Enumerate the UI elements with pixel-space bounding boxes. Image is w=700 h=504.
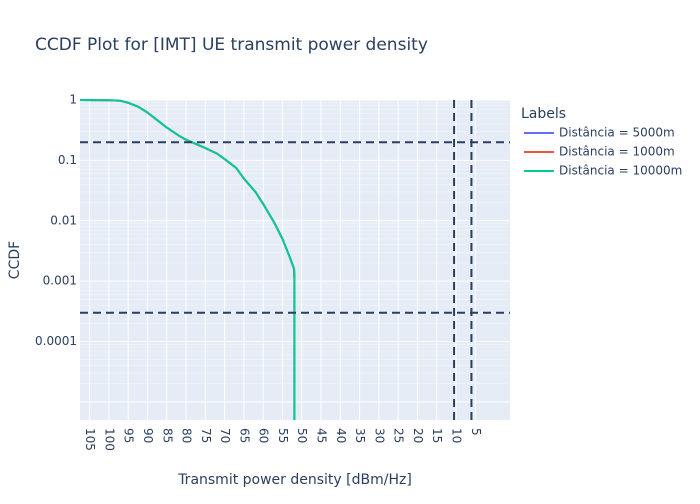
- x-tick-label: 75: [199, 428, 213, 443]
- x-tick-label: 105: [83, 428, 97, 451]
- x-tick-label: 80: [180, 428, 194, 443]
- x-tick-label: 90: [141, 428, 155, 443]
- x-tick-label: 50: [295, 428, 309, 443]
- legend-item[interactable]: Distância = 1000m: [524, 145, 675, 159]
- legend-item[interactable]: Distância = 10000m: [524, 164, 682, 178]
- x-tick-label: 65: [237, 428, 251, 443]
- legend-label: Distância = 1000m: [559, 145, 675, 159]
- x-tick-label: 30: [372, 428, 386, 443]
- x-tick-label: 70: [218, 428, 232, 443]
- y-tick-label: 1: [69, 93, 77, 107]
- legend-item[interactable]: Distância = 5000m: [524, 126, 675, 140]
- legend-label: Distância = 5000m: [559, 126, 675, 140]
- series-line-3: [79, 99, 296, 420]
- x-axis-ticks: 105 100 95 90 85 80 75 70 65 60 55 50 45 40 35 30 25 20 15…: [83, 428, 483, 451]
- y-tick-label: 0.001: [43, 274, 77, 288]
- x-tick-label: 100: [102, 428, 116, 451]
- x-tick-label: 25: [392, 428, 406, 443]
- legend-title: Labels: [521, 106, 566, 122]
- x-tick-label: 5: [469, 428, 483, 436]
- x-tick-label: 85: [160, 428, 174, 443]
- x-tick-label: 10: [450, 428, 464, 443]
- y-tick-label: 0.0001: [35, 334, 77, 348]
- legend[interactable]: Labels Distância = 5000m Distância = 1000…: [521, 106, 682, 178]
- y-axis-title: CCDF: [7, 241, 23, 279]
- reference-lines: [80, 100, 510, 420]
- x-tick-label: 45: [315, 428, 329, 443]
- x-tick-label: 20: [411, 428, 425, 443]
- x-axis-title: Transmit power density [dBm/Hz]: [177, 472, 412, 488]
- y-tick-label: 0.01: [50, 213, 77, 227]
- y-tick-label: 0.1: [58, 153, 77, 167]
- x-tick-label: 60: [257, 428, 271, 443]
- x-tick-label: 35: [353, 428, 367, 443]
- x-tick-label: 95: [122, 428, 136, 443]
- series-lines: [79, 99, 296, 420]
- legend-label: Distância = 10000m: [559, 164, 682, 178]
- x-tick-label: 55: [276, 428, 290, 443]
- y-axis-ticks: 1 0.1 0.01 0.001 0.0001: [35, 93, 77, 349]
- legend-items[interactable]: Distância = 5000m Distância = 1000m Distân…: [524, 126, 682, 178]
- x-tick-label: 15: [430, 428, 444, 443]
- x-tick-label: 40: [334, 428, 348, 443]
- chart-title: CCDF Plot for [IMT] UE transmit power de…: [35, 35, 428, 55]
